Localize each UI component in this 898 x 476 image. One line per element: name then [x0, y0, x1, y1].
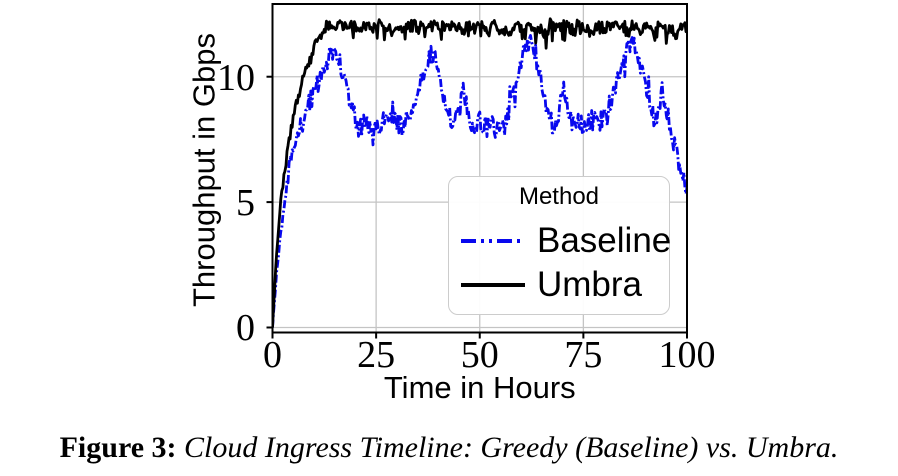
- x-tick-label-25: 25: [357, 334, 396, 376]
- caption-text: Cloud Ingress Timeline: Greedy (Baseline…: [184, 431, 839, 464]
- x-tick-label-50: 50: [460, 334, 499, 376]
- legend-label-baseline: Baseline: [537, 221, 672, 260]
- plot-border: [271, 3, 688, 334]
- x-tick-label-100: 100: [658, 334, 716, 376]
- y-tick-label-5: 5: [236, 181, 255, 224]
- baseline-curve: [272, 34, 687, 328]
- x-tick-label-0: 0: [263, 334, 282, 376]
- caption-label: Figure 3:: [59, 431, 177, 464]
- legend-label-umbra: Umbra: [537, 265, 643, 304]
- y-axis-label: Throughput in Gbps: [186, 32, 222, 308]
- legend: Method Baseline Umbra: [448, 176, 672, 315]
- legend-sample-baseline: [461, 239, 525, 243]
- y-tick-label-0: 0: [236, 306, 255, 349]
- x-tick-label-75: 75: [564, 334, 603, 376]
- figure-caption: Figure 3: Cloud Ingress Timeline: Greedy…: [0, 430, 898, 466]
- legend-sample-umbra: [461, 283, 525, 287]
- umbra-curve: [272, 17, 687, 328]
- x-axis-label: Time in Hours: [383, 370, 576, 405]
- legend-title: Method: [518, 183, 600, 210]
- y-tick-label-10: 10: [217, 56, 255, 99]
